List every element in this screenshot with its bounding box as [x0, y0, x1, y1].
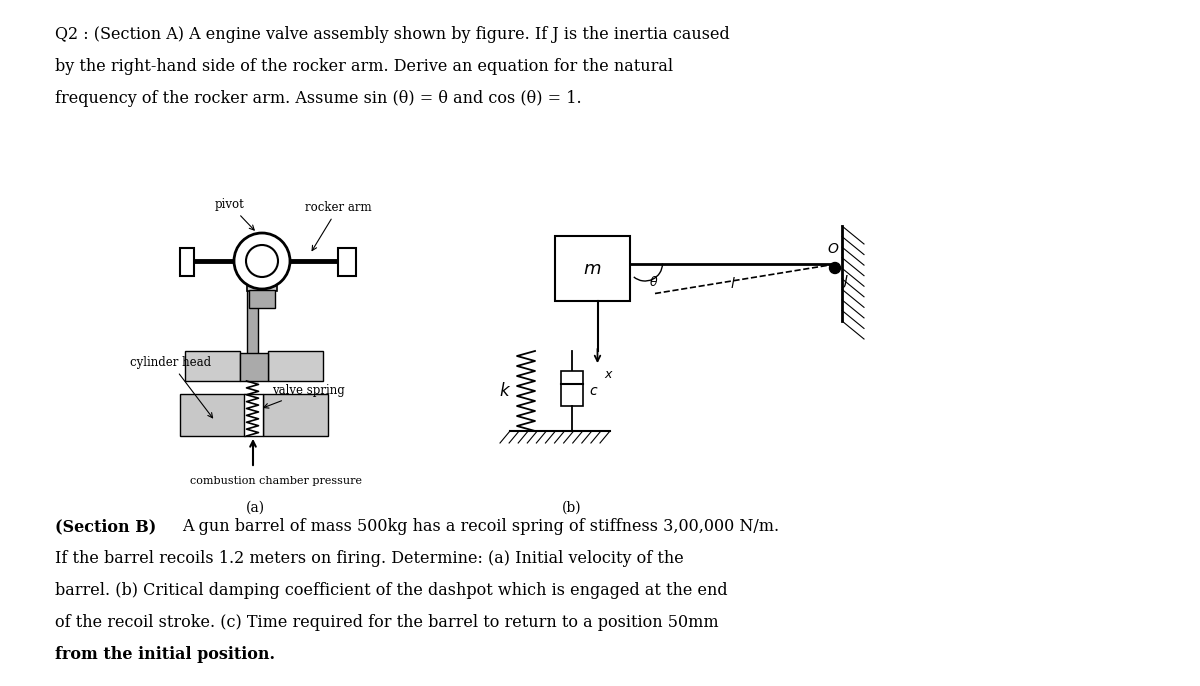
Text: pivot: pivot	[215, 198, 254, 230]
Bar	[180, 248, 194, 276]
Text: $k$: $k$	[499, 382, 511, 400]
Text: Q2 : (Section A) A engine valve assembly shown by figure. If J is the inertia ca: Q2 : (Section A) A engine valve assembly…	[55, 26, 730, 43]
Text: $O$: $O$	[827, 242, 839, 256]
Text: valve spring: valve spring	[264, 384, 344, 408]
Text: rocker arm: rocker arm	[305, 201, 372, 250]
Text: $m$: $m$	[583, 259, 601, 278]
Circle shape	[234, 233, 290, 289]
Text: of the recoil stroke. (c) Time required for the barrel to return to a position 5: of the recoil stroke. (c) Time required …	[55, 614, 719, 631]
Bar	[240, 353, 268, 381]
Text: frequency of the rocker arm. Assume sin (θ) = θ and cos (θ) = 1.: frequency of the rocker arm. Assume sin …	[55, 90, 582, 107]
Bar	[338, 248, 356, 276]
Text: from the initial position.: from the initial position.	[55, 646, 275, 663]
Text: combustion chamber pressure: combustion chamber pressure	[190, 476, 362, 486]
Text: If the barrel recoils 1.2 meters on firing. Determine: (a) Initial velocity of t: If the barrel recoils 1.2 meters on firi…	[55, 550, 684, 567]
Text: $l$: $l$	[730, 276, 736, 290]
Bar	[180, 394, 245, 436]
Text: barrel. (b) Critical damping coefficient of the dashpot which is engaged at the : barrel. (b) Critical damping coefficient…	[55, 582, 727, 599]
Bar	[250, 290, 275, 308]
Bar	[246, 268, 258, 381]
Bar	[268, 351, 323, 381]
Text: $x$: $x$	[605, 368, 614, 381]
Text: $\theta$: $\theta$	[649, 274, 659, 289]
Circle shape	[246, 245, 278, 277]
Bar	[245, 394, 264, 436]
Text: by the right-hand side of the rocker arm. Derive an equation for the natural: by the right-hand side of the rocker arm…	[55, 58, 673, 75]
Bar	[554, 236, 630, 301]
Bar	[263, 394, 328, 436]
Text: cylinder head: cylinder head	[130, 356, 212, 418]
Circle shape	[829, 263, 840, 274]
Bar	[562, 371, 583, 406]
Text: A gun barrel of mass 500kg has a recoil spring of stiffness 3,00,000 N/m.: A gun barrel of mass 500kg has a recoil …	[182, 518, 779, 535]
Text: (Section B): (Section B)	[55, 518, 156, 535]
Bar	[247, 276, 277, 291]
Text: $J$: $J$	[841, 273, 848, 290]
Text: $c$: $c$	[589, 384, 599, 398]
Text: (a): (a)	[246, 501, 264, 515]
Bar	[185, 351, 240, 381]
Text: (b): (b)	[562, 501, 582, 515]
